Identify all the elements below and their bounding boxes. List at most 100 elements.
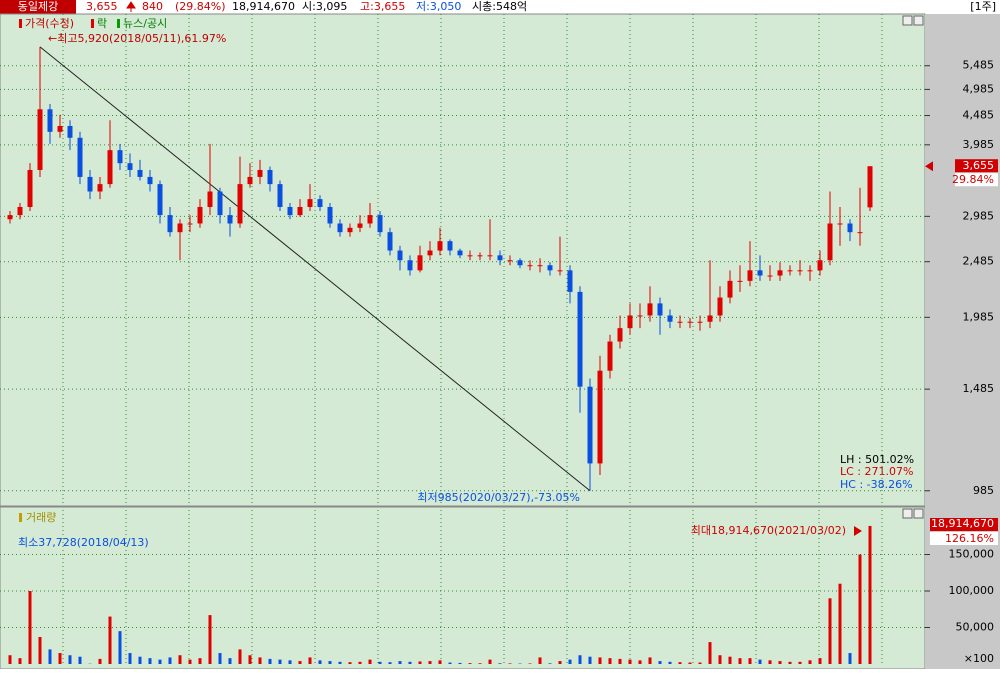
y-tick-label: 50,000 — [956, 621, 995, 634]
candle-body — [468, 255, 473, 256]
volume-bar — [789, 662, 792, 664]
y-tick-label: 100,000 — [949, 584, 995, 597]
volume-bar — [409, 662, 412, 664]
volume-bar — [389, 662, 392, 664]
panel-button[interactable] — [903, 509, 912, 518]
y-tick-label: 2,985 — [963, 209, 995, 222]
volume-bar — [259, 657, 262, 664]
candle-body — [548, 265, 553, 270]
volume-unit: ×100 — [964, 652, 994, 665]
market-cap: 시총:548억 — [472, 0, 527, 13]
volume-bar — [749, 658, 752, 664]
volume-bar — [179, 655, 182, 664]
legend-key — [19, 19, 22, 28]
y-tick-label: 985 — [973, 484, 994, 497]
candle-body — [18, 207, 23, 215]
volume-bar — [299, 661, 302, 664]
max-annotation: 최대18,914,670(2021/03/02) — [691, 524, 846, 537]
legend-item: 락 — [97, 17, 107, 30]
low-annotation: 최저985(2020/03/27),-73.05% — [417, 491, 580, 504]
volume-bar — [129, 653, 132, 664]
candle-body — [298, 207, 303, 215]
stat-hc: HC : -38.26% — [840, 478, 913, 491]
last-volume-change: 126.16% — [945, 532, 994, 545]
last-price-label: 3,655 — [963, 159, 995, 172]
volume-bar — [189, 660, 192, 664]
panel-button[interactable] — [914, 509, 923, 518]
candle-body — [658, 303, 663, 315]
candle-body — [138, 170, 143, 177]
volume-bar — [699, 663, 702, 664]
candle-body — [718, 298, 723, 316]
volume-bar — [69, 655, 72, 664]
volume-bar — [569, 660, 572, 664]
candle-body — [358, 223, 363, 227]
candle-body — [698, 322, 703, 323]
candle-body — [488, 255, 493, 256]
volume-bar — [319, 660, 322, 664]
volume-bar — [869, 526, 872, 664]
volume-bar — [119, 631, 122, 664]
volume-bar — [829, 598, 832, 664]
candle-body — [108, 150, 113, 184]
volume-bar — [139, 657, 142, 664]
candle-body — [428, 251, 433, 256]
volume-bar — [659, 661, 662, 664]
volume-bar — [859, 555, 862, 664]
volume-bar — [249, 655, 252, 664]
candle-body — [378, 215, 383, 232]
volume-bar — [9, 655, 12, 664]
volume-bar — [689, 663, 692, 664]
volume-bar — [679, 662, 682, 664]
candle-body — [248, 177, 253, 184]
volume-bar — [379, 662, 382, 664]
legend-item: 가격(수정) — [25, 17, 74, 30]
candle-body — [388, 232, 393, 250]
change-pct: (29.84%) — [175, 0, 226, 13]
legend-item: 뉴스/공시 — [123, 17, 167, 30]
volume-bar — [439, 660, 442, 664]
y-tick-label: 1,985 — [963, 310, 995, 323]
volume-bar — [49, 649, 52, 664]
last-volume-label: 18,914,670 — [931, 517, 994, 530]
volume-bar — [649, 657, 652, 664]
candle-body — [348, 228, 353, 232]
volume-bar — [369, 660, 372, 664]
candle-body — [868, 166, 873, 207]
volume-bar — [349, 662, 352, 664]
candle-body — [758, 270, 763, 275]
candle-body — [8, 215, 13, 219]
candle-body — [438, 241, 443, 250]
candle-body — [78, 138, 83, 177]
volume-bar — [209, 615, 212, 664]
volume-bar — [149, 658, 152, 664]
candle-body — [338, 223, 343, 232]
last-change-label: 29.84% — [952, 173, 994, 186]
volume-bar — [839, 584, 842, 664]
candle-body — [528, 265, 533, 266]
y-tick-label: 4,485 — [963, 109, 995, 122]
volume-bar — [809, 660, 812, 664]
candle-body — [418, 255, 423, 270]
candle-body — [738, 281, 743, 282]
volume: 18,914,670 — [232, 0, 295, 13]
volume-bar — [819, 658, 822, 664]
candle-body — [28, 170, 33, 207]
candle-body — [598, 371, 603, 464]
volume-bar — [479, 663, 482, 664]
volume-bar — [359, 662, 362, 664]
volume-bar — [29, 591, 32, 664]
volume-bar — [169, 657, 172, 664]
candle-body — [818, 260, 823, 270]
candle-body — [158, 184, 163, 215]
candle-body — [178, 223, 183, 232]
volume-bar — [639, 660, 642, 664]
panel-button[interactable] — [903, 16, 912, 25]
panel-button[interactable] — [914, 16, 923, 25]
volume-bar — [599, 657, 602, 664]
period: [1주] — [970, 0, 996, 13]
volume-bar — [239, 649, 242, 664]
change: 840 — [142, 0, 163, 13]
volume-bar — [39, 637, 42, 664]
candle-body — [838, 223, 843, 224]
